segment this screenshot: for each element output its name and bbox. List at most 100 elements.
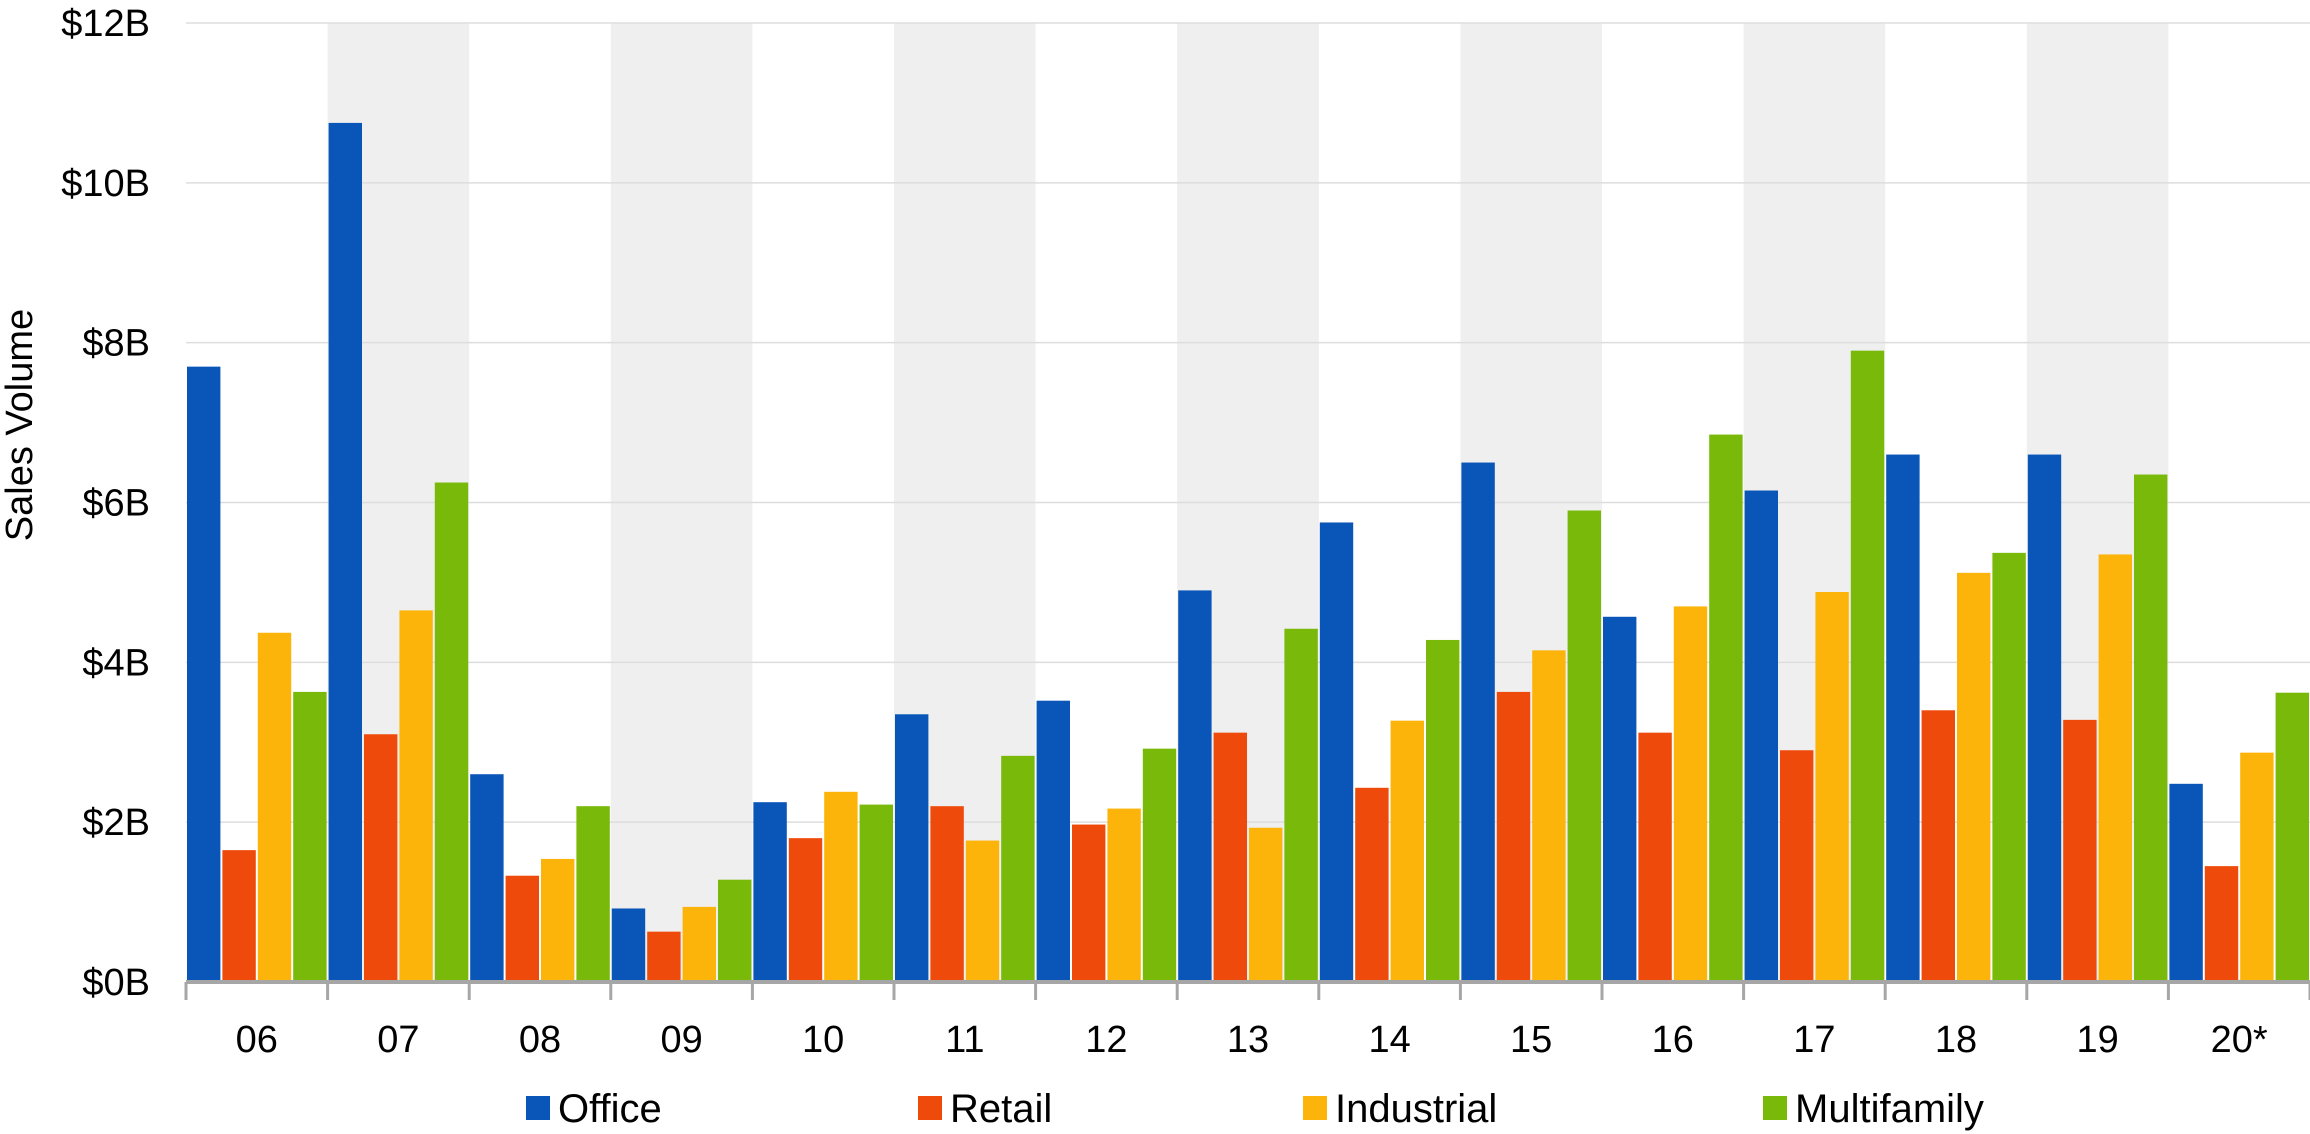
y-tick-label: $10B bbox=[61, 163, 150, 205]
legend-label: Industrial bbox=[1335, 1087, 1497, 1131]
bar-multifamily-07 bbox=[434, 482, 469, 982]
bar-multifamily-13 bbox=[1284, 628, 1318, 982]
bar-multifamily-18 bbox=[1992, 552, 2026, 982]
x-tick-label: 11 bbox=[945, 1019, 984, 1061]
bar-multifamily-14 bbox=[1426, 639, 1460, 982]
bar-office-14 bbox=[1319, 522, 1354, 982]
y-tick-label: $12B bbox=[61, 3, 150, 45]
bar-industrial-16 bbox=[1673, 606, 1708, 982]
bar-office-12 bbox=[1036, 700, 1070, 982]
bar-multifamily-12 bbox=[1142, 748, 1177, 982]
bar-retail-08 bbox=[505, 875, 539, 982]
bar-retail-09 bbox=[647, 931, 681, 982]
x-tick-label: 16 bbox=[1652, 1019, 1694, 1061]
gridlines bbox=[186, 22, 2310, 823]
bar-office-16 bbox=[1603, 616, 1637, 982]
bar-industrial-13 bbox=[1249, 827, 1283, 982]
bar-office-08 bbox=[470, 774, 504, 982]
legend-swatch bbox=[1763, 1096, 1787, 1120]
x-tick-label: 10 bbox=[802, 1019, 844, 1061]
bar-retail-19 bbox=[2063, 719, 2097, 982]
y-tick-label: $0B bbox=[82, 962, 150, 1004]
legend-swatch bbox=[526, 1096, 550, 1120]
bar-retail-20* bbox=[2204, 866, 2239, 982]
bar-retail-14 bbox=[1355, 787, 1389, 982]
legend-item-retail: Retail bbox=[918, 1087, 1052, 1131]
legend-item-industrial: Industrial bbox=[1303, 1087, 1497, 1131]
bar-office-20* bbox=[2169, 783, 2203, 982]
x-tick-label: 14 bbox=[1368, 1019, 1410, 1061]
legend-item-office: Office bbox=[526, 1087, 662, 1131]
legend-label: Retail bbox=[950, 1087, 1052, 1131]
bar-multifamily-10 bbox=[859, 804, 893, 982]
bar-multifamily-09 bbox=[718, 879, 752, 982]
x-tick-label: 09 bbox=[660, 1019, 702, 1061]
bar-retail-16 bbox=[1638, 732, 1672, 982]
y-tick-label: $2B bbox=[82, 802, 150, 844]
bar-industrial-09 bbox=[682, 906, 716, 982]
bar-retail-17 bbox=[1780, 750, 1814, 982]
bar-office-15 bbox=[1461, 462, 1495, 983]
bar-retail-06 bbox=[222, 850, 256, 982]
bar-office-09 bbox=[611, 908, 646, 982]
bar-industrial-08 bbox=[541, 858, 575, 982]
bar-industrial-10 bbox=[824, 791, 858, 982]
bar-multifamily-06 bbox=[293, 691, 327, 982]
legend-swatch bbox=[918, 1096, 942, 1120]
axes bbox=[184, 980, 2310, 1000]
y-axis-title: Sales Volume bbox=[0, 309, 41, 541]
bar-office-19 bbox=[2027, 454, 2062, 982]
bar-industrial-12 bbox=[1107, 808, 1141, 982]
bar-multifamily-11 bbox=[1001, 755, 1035, 982]
bar-office-13 bbox=[1178, 590, 1212, 982]
legend-swatch bbox=[1303, 1096, 1327, 1120]
bar-retail-11 bbox=[930, 806, 964, 982]
bar-multifamily-15 bbox=[1567, 510, 1601, 982]
bar-multifamily-17 bbox=[1850, 350, 1885, 982]
y-tick-label: $4B bbox=[82, 642, 150, 684]
bar-retail-10 bbox=[788, 838, 823, 982]
bar-retail-15 bbox=[1496, 691, 1531, 982]
x-tick-label: 08 bbox=[519, 1019, 561, 1061]
bar-retail-18 bbox=[1921, 710, 1955, 982]
bar-multifamily-19 bbox=[2134, 474, 2168, 982]
bar-industrial-19 bbox=[2098, 554, 2132, 982]
legend-label: Office bbox=[558, 1087, 662, 1131]
x-tick-labels: 06 07 08 09 10 11 12 13 14 15 16 17 18 19 20* bbox=[236, 1019, 2268, 1061]
x-tick-label: 12 bbox=[1085, 1019, 1127, 1061]
legend: Office Retail Industrial Multifamily bbox=[526, 1087, 1984, 1131]
bar-office-06 bbox=[187, 366, 221, 982]
bar-retail-07 bbox=[364, 734, 398, 982]
x-tick-label: 06 bbox=[236, 1019, 278, 1061]
x-tick-label: 15 bbox=[1510, 1019, 1552, 1061]
bar-industrial-18 bbox=[1957, 572, 1991, 982]
x-tick-label: 13 bbox=[1227, 1019, 1269, 1061]
bar-office-11 bbox=[895, 714, 929, 982]
bar-multifamily-20* bbox=[2275, 692, 2309, 982]
bar-industrial-07 bbox=[399, 610, 433, 982]
x-tick-label: 07 bbox=[377, 1019, 419, 1061]
bar-retail-13 bbox=[1213, 732, 1247, 982]
x-tick-label: 17 bbox=[1793, 1019, 1835, 1061]
bar-office-17 bbox=[1744, 490, 1778, 982]
bar-industrial-14 bbox=[1390, 720, 1424, 982]
y-tick-labels: $0B $2B $4B $6B $8B $10B $12B bbox=[61, 3, 150, 1004]
x-tick-label: 20* bbox=[2211, 1019, 2268, 1061]
bar-industrial-11 bbox=[965, 840, 1000, 982]
legend-item-multifamily: Multifamily bbox=[1763, 1087, 1984, 1131]
bar-industrial-06 bbox=[257, 632, 292, 982]
bar-industrial-15 bbox=[1532, 650, 1566, 982]
bars bbox=[187, 122, 2309, 983]
x-tick-label: 19 bbox=[2076, 1019, 2118, 1061]
y-tick-label: $8B bbox=[82, 323, 150, 365]
bar-industrial-17 bbox=[1815, 592, 1849, 982]
bar-multifamily-16 bbox=[1709, 434, 1743, 983]
bar-office-10 bbox=[753, 802, 787, 982]
x-tick-label: 18 bbox=[1935, 1019, 1977, 1061]
bar-industrial-20* bbox=[2240, 752, 2274, 982]
legend-label: Multifamily bbox=[1795, 1087, 1984, 1131]
bar-multifamily-08 bbox=[576, 806, 610, 982]
bar-office-07 bbox=[328, 122, 362, 983]
y-tick-label: $6B bbox=[82, 483, 150, 525]
